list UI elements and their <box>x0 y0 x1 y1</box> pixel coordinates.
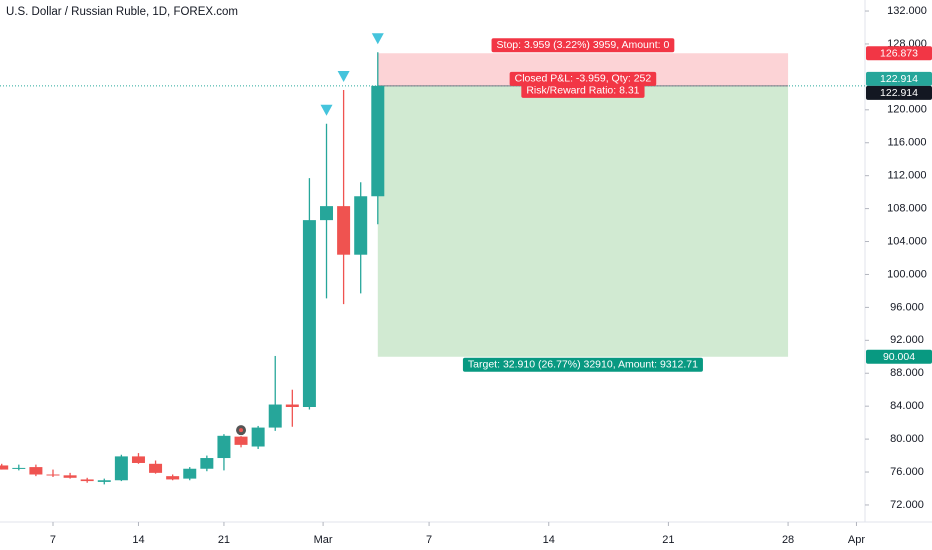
y-tick-label: 100.000 <box>887 268 927 280</box>
stop-label: Stop: 3.959 (3.22%) 3959, Amount: 0 <box>497 39 670 51</box>
candle-body <box>97 480 111 482</box>
target-label: Target: 32.910 (26.77%) 32910, Amount: 9… <box>468 359 698 371</box>
candle-body <box>80 479 94 482</box>
price-badge-label: 122.914 <box>880 87 918 99</box>
candle-body <box>268 404 282 428</box>
stop-label-bg <box>491 38 675 53</box>
price-badge-label: 126.873 <box>880 48 918 60</box>
candle-body <box>354 196 368 255</box>
target-label-bg <box>462 357 703 372</box>
y-tick-label: 80.000 <box>890 433 924 445</box>
y-tick-label: 72.000 <box>890 499 924 511</box>
price-badge-label: 122.914 <box>880 73 918 85</box>
candle-body <box>302 220 316 407</box>
price-badge <box>866 85 932 100</box>
price-badge-label: 90.004 <box>883 351 915 363</box>
y-tick-label: 112.000 <box>888 170 927 182</box>
candle-body <box>200 458 214 469</box>
y-tick-label: 132.000 <box>887 5 927 17</box>
price-badge <box>866 46 932 61</box>
candle-body <box>285 404 299 407</box>
candle-body <box>371 85 385 197</box>
candle-body <box>12 467 26 469</box>
price-badge <box>866 349 932 364</box>
x-tick-label: 21 <box>218 534 230 546</box>
y-tick-label: 84.000 <box>890 400 924 412</box>
candle-body <box>251 427 265 447</box>
x-tick-label: 14 <box>132 534 144 546</box>
rr-label-bg <box>521 83 645 98</box>
x-tick-label: 14 <box>543 534 555 546</box>
y-tick-label: 120.000 <box>887 104 927 116</box>
candle-body <box>337 206 351 255</box>
x-tick-label: Mar <box>314 534 333 546</box>
candle-body <box>234 436 248 445</box>
y-tick-label: 76.000 <box>890 466 924 478</box>
candle-body <box>217 435 231 459</box>
y-tick-label: 88.000 <box>890 367 924 379</box>
candle-body <box>63 475 77 478</box>
candle-body <box>0 465 9 470</box>
y-tick-label: 108.000 <box>887 203 927 215</box>
y-tick-label: 96.000 <box>890 301 924 313</box>
chart-title: U.S. Dollar / Russian Ruble, 1D, FOREX.c… <box>6 6 238 18</box>
candle-body <box>114 456 128 481</box>
candle-body <box>29 467 43 475</box>
x-tick-label: 7 <box>50 534 56 546</box>
pnl-label-bg <box>509 71 657 86</box>
candle-body <box>183 468 197 479</box>
x-tick-label: 7 <box>426 534 432 546</box>
y-tick-label: 104.000 <box>887 235 927 247</box>
candle-body <box>131 456 145 463</box>
x-tick-label: 21 <box>662 534 674 546</box>
signal-marker <box>337 71 350 83</box>
x-tick-label: 28 <box>782 534 794 546</box>
price-badge <box>866 71 932 86</box>
candle-body <box>149 463 163 473</box>
rr-label: Risk/Reward Ratio: 8.31 <box>526 85 639 97</box>
event-marker-dot <box>239 428 244 433</box>
candle-body <box>46 474 60 476</box>
signal-marker <box>371 33 384 45</box>
candle-body <box>320 206 334 221</box>
x-tick-label: Apr <box>848 534 865 546</box>
y-tick-label: 116.000 <box>888 137 927 149</box>
target-zone <box>377 85 789 357</box>
candle-body <box>166 476 180 480</box>
signal-marker <box>320 104 333 116</box>
y-tick-label: 92.000 <box>890 334 924 346</box>
pnl-label: Closed P&L: -3.959, Qty: 252 <box>515 73 652 85</box>
